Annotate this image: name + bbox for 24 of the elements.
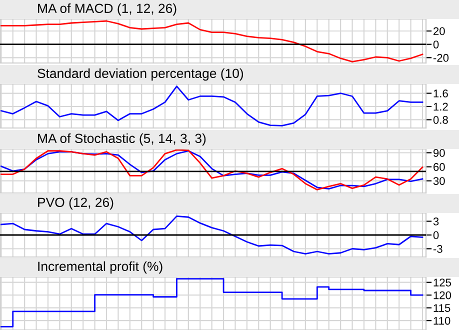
chart-title: MA of Stochastic (5, 14, 3, 3)	[38, 133, 206, 146]
chart-title: MA of MACD (1, 12, 26)	[38, 3, 176, 16]
y-tick-label: 60	[434, 163, 445, 171]
y-tick-label: 120	[434, 291, 452, 300]
chart-title: Incremental profit (%)	[38, 261, 162, 274]
y-tick-label: 1.6	[434, 90, 448, 98]
line-series	[0, 216, 424, 254]
line-series	[0, 86, 424, 126]
y-tick-label: 125	[434, 278, 452, 286]
y-tick-label: -3	[433, 245, 442, 253]
chart-title: Standard deviation percentage (10)	[38, 68, 244, 81]
y-tick-label: 3	[433, 218, 439, 226]
y-tick-label: 0.8	[433, 116, 448, 124]
y-tick-label: 110	[434, 316, 450, 325]
y-tick-label: 115	[434, 304, 450, 312]
y-tick-label: 20	[434, 27, 445, 36]
y-tick-label: 30	[433, 177, 445, 185]
y-tick-label: 1.2	[434, 102, 448, 111]
y-tick-label: 90	[433, 149, 445, 157]
line-series	[0, 20, 424, 62]
chart-title: PVO (12, 26)	[38, 197, 114, 210]
y-tick-label: 0	[433, 231, 439, 240]
y-tick-label: 0	[433, 40, 439, 48]
y-tick-label: -20	[433, 54, 449, 62]
